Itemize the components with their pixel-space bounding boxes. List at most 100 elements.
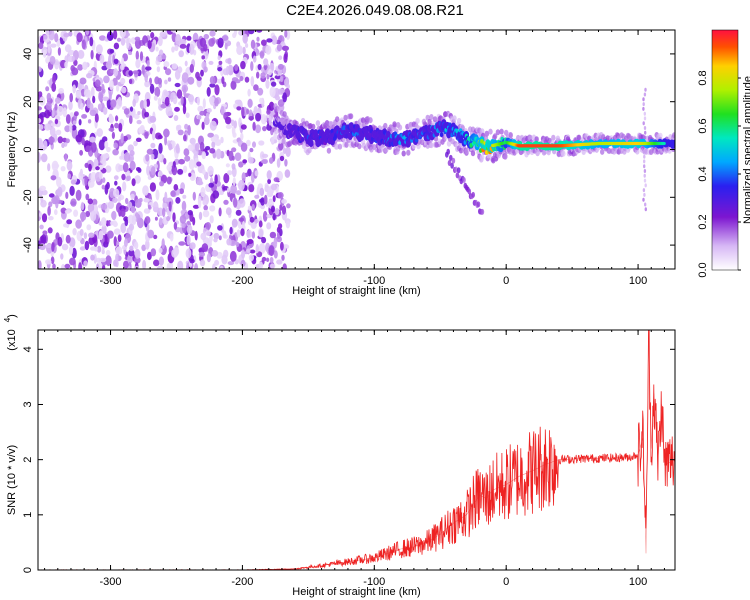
noise-blob <box>110 220 114 226</box>
noise-blob <box>64 44 72 53</box>
noise-blob <box>128 249 135 257</box>
noise-blob <box>68 100 73 111</box>
noise-blob <box>163 90 170 97</box>
ridge-core <box>325 131 330 137</box>
noise-blob <box>218 60 223 65</box>
noise-blob <box>202 169 206 175</box>
noise-blob <box>122 162 129 173</box>
noise-blob <box>217 55 221 61</box>
noise-blob <box>270 205 276 213</box>
noise-blob <box>108 115 114 124</box>
noise-blob <box>262 210 268 222</box>
heatmap-ytick-label: -20 <box>22 189 34 205</box>
noise-blob <box>196 76 202 81</box>
ridge-halo <box>307 147 312 154</box>
noise-blob <box>150 32 155 39</box>
noise-blob <box>134 38 142 49</box>
noise-blob <box>168 143 173 151</box>
noise-blob <box>209 76 216 85</box>
noise-blob <box>189 258 195 264</box>
noise-blob <box>284 159 288 167</box>
noise-blob <box>148 204 151 210</box>
noise-blob <box>149 182 156 192</box>
ridge-spike <box>643 116 647 121</box>
noise-blob <box>281 254 285 261</box>
noise-blob <box>62 107 67 118</box>
noise-blob <box>252 55 257 63</box>
noise-blob <box>99 154 107 165</box>
noise-blob <box>106 181 110 190</box>
noise-blob <box>233 197 238 208</box>
noise-blob <box>268 115 272 126</box>
ridge-halo <box>499 128 504 135</box>
noise-blob <box>226 238 232 246</box>
noise-blob <box>100 217 107 227</box>
noise-blob <box>171 249 179 258</box>
noise-blob <box>263 194 268 205</box>
noise-blob <box>170 93 174 103</box>
noise-blob <box>101 224 107 234</box>
noise-blob <box>144 72 148 83</box>
noise-blob <box>220 105 225 116</box>
noise-blob <box>286 203 291 209</box>
ridge-halo <box>480 154 485 161</box>
noise-blob <box>269 231 277 239</box>
noise-blob <box>47 205 51 216</box>
noise-blob <box>166 176 172 185</box>
ridge-halo <box>360 117 366 124</box>
noise-blob <box>256 36 260 42</box>
noise-blob <box>43 140 48 150</box>
noise-blob <box>247 98 253 109</box>
noise-blob <box>215 148 222 160</box>
noise-blob <box>135 50 139 61</box>
snr-ytick-label: 0 <box>22 567 34 573</box>
ridge-spike <box>642 188 646 193</box>
noise-blob <box>203 205 208 211</box>
noise-blob <box>173 184 179 191</box>
ridge-halo <box>452 115 457 122</box>
noise-blob <box>206 86 211 97</box>
noise-blob <box>48 30 55 41</box>
noise-blob <box>72 84 76 94</box>
noise-blob <box>45 259 52 265</box>
snr-ylabel: SNR (10 * v/v) <box>6 445 18 515</box>
noise-blob <box>167 77 172 82</box>
noise-blob <box>80 201 85 211</box>
ridge-halo <box>429 142 434 149</box>
noise-blob <box>183 148 190 157</box>
noise-blob <box>60 253 64 260</box>
noise-blob <box>128 78 133 85</box>
ridge-spike <box>643 169 647 173</box>
noise-blob <box>96 263 99 269</box>
noise-blob <box>92 198 98 206</box>
noise-blob <box>103 107 108 115</box>
ridge-spike <box>642 106 645 111</box>
noise-blob <box>221 35 229 41</box>
noise-blob <box>116 37 122 42</box>
noise-blob <box>52 74 56 84</box>
ridge-core <box>300 137 305 142</box>
noise-blob <box>122 135 128 142</box>
ridge-halo <box>343 114 348 121</box>
chart-title: C2E4.2026.049.08.08.R21 <box>286 2 464 19</box>
noise-blob <box>169 233 174 242</box>
ridge-halo <box>480 128 485 135</box>
noise-blob <box>164 135 168 146</box>
noise-blob <box>201 121 205 130</box>
noise-blob <box>268 68 272 76</box>
heatmap-ytick-label: 20 <box>22 96 34 108</box>
noise-blob <box>266 38 273 43</box>
noise-blob <box>266 73 270 80</box>
noise-blob <box>260 114 267 125</box>
heatmap-xtick-label: -300 <box>100 275 122 287</box>
noise-blob <box>129 106 134 112</box>
noise-blob <box>176 89 183 99</box>
noise-blob <box>197 105 204 113</box>
noise-blob <box>81 137 85 146</box>
noise-blob <box>254 170 259 177</box>
noise-blob <box>260 72 266 79</box>
noise-blob <box>174 82 181 88</box>
noise-blob <box>266 222 272 230</box>
noise-blob <box>45 56 51 64</box>
